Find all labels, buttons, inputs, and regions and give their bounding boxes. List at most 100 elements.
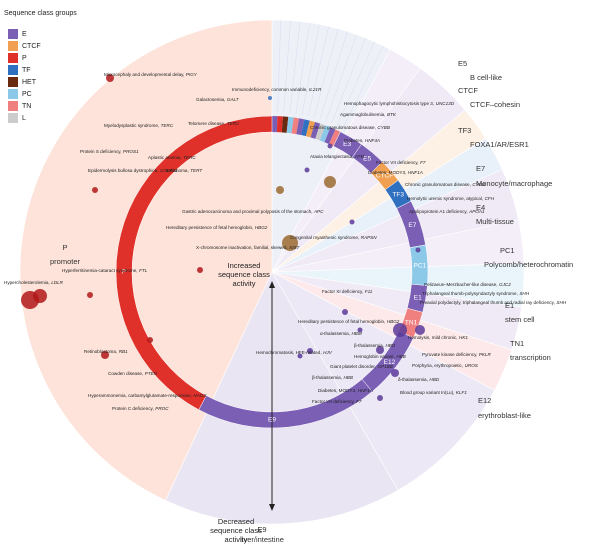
ring-stripe	[272, 116, 278, 133]
gene: HBD	[385, 343, 395, 348]
ring-stripe	[305, 120, 315, 138]
ring-stripe	[319, 125, 331, 143]
ring-stripe	[291, 117, 300, 135]
annotation: Hemochromatosis, HFE-related, HJV	[256, 350, 333, 355]
sector-name: transcription	[510, 353, 551, 362]
labels: E3 E5 CTCF TF3 E7 PC1 E1 TN1 E12 E9 P Sequence clas…	[4, 10, 573, 544]
ring-label: TF3	[392, 191, 404, 198]
annotation: Hemolytic uremic syndrome, atypical, CFH	[407, 196, 495, 201]
variant-dots	[21, 74, 425, 401]
annotation: Pyruvate kinase deficiency, PKLR	[422, 352, 492, 357]
disease: Microcephaly and developmental delay,	[104, 72, 184, 77]
gene: BTK	[387, 112, 397, 117]
legend-title: Sequence class groups	[4, 10, 77, 17]
disease: Triphalangeal thumb-polysyndactyly syndr…	[422, 291, 518, 296]
sector-code: TF3	[458, 126, 471, 135]
legend-swatch	[8, 53, 18, 63]
disease: Protein C deficiency,	[112, 406, 154, 411]
gene: HK1	[459, 335, 468, 340]
legend-label: E	[22, 31, 27, 38]
annotation: Cowden disease, PTEN	[108, 371, 158, 376]
ring-label: PC1	[414, 262, 427, 269]
gene: TERC	[227, 121, 240, 126]
variant-dot	[106, 74, 114, 82]
variant-dot	[276, 186, 284, 194]
sequence-class-ring	[115, 115, 429, 429]
sector-name: liver/intestine	[240, 535, 284, 544]
annotation: Galactosemia, GALT	[196, 97, 240, 102]
disease: δ-thalassemia,	[398, 377, 428, 382]
ring-stripe	[281, 116, 289, 133]
sector-code: E12	[478, 396, 491, 405]
variant-dot	[92, 187, 98, 193]
annotation: Telomere disease, TERC	[188, 121, 240, 126]
sector-divider	[307, 26, 329, 117]
variant-dot	[101, 351, 109, 359]
ring-stripe	[324, 127, 336, 145]
annotation: Diabetes, MODY3, HNF1A	[318, 388, 373, 393]
disease: Hyperammonemia, carbamylglutamate-respon…	[88, 393, 192, 398]
sector-name: FOXA1/AR/ESR1	[470, 140, 529, 149]
annotation: Factor VII deficiency, F7	[312, 399, 362, 404]
disease: Protein S deficiency,	[80, 149, 122, 154]
ring-label: E9	[268, 417, 276, 424]
disease: Hypercholesterolemia,	[4, 280, 50, 285]
variant-dot	[304, 167, 310, 173]
gene: F7	[420, 160, 426, 165]
ring-stripe	[276, 116, 283, 133]
annotation: Melanoma, TERT	[166, 168, 203, 173]
gene: RB1	[119, 349, 128, 354]
variant-dot	[307, 348, 313, 354]
variant-dot	[87, 292, 93, 298]
annotation: Factor XI deficiency, F11	[322, 289, 373, 294]
sector-code: E4	[476, 203, 485, 212]
gene: HNF1A	[408, 170, 423, 175]
gene: TERC	[183, 155, 196, 160]
annotation: Blood group variant In(Lu), KLF1	[400, 390, 467, 395]
annotation: Agammaglobulinemia, BTK	[340, 112, 397, 117]
variant-dot	[357, 327, 363, 333]
disease: Hemophagocytic lymphohistiocytosis type …	[344, 101, 434, 106]
disease: Ataxia telangiectasia,	[310, 154, 353, 159]
disease: Hemolytic uremic syndrome, atypical,	[407, 196, 483, 201]
annotation: β-thalassemia, HBB	[312, 375, 353, 380]
center-label: Decreased sequence class activity	[210, 517, 262, 544]
legend-swatch	[8, 89, 18, 99]
gene: HBG2	[387, 319, 400, 324]
annotation: Microcephaly and developmental delay, PIG…	[104, 72, 198, 77]
annotation: Aplastic anemia, TERC	[148, 155, 196, 160]
sector-divider	[319, 31, 348, 120]
annotation: Porphyria, erythropoietic, UROS	[412, 363, 479, 368]
gene: F7	[356, 399, 362, 404]
variant-dot	[147, 337, 153, 343]
legend-swatch	[8, 113, 18, 123]
ring-stripe	[296, 118, 305, 136]
gene: HBG2	[255, 225, 268, 230]
disease: α-thalassemia,	[320, 331, 350, 336]
disease: Factor VII deficiency,	[312, 399, 355, 404]
gene: SHH	[556, 300, 566, 305]
gene: RAPSN	[361, 235, 378, 240]
gene: SHH	[519, 291, 529, 296]
disease: Blood group variant In(Lu),	[400, 390, 454, 395]
legend-label: CTCF	[22, 43, 41, 50]
annotation: Chronic granulomatous disease, CYBB	[310, 125, 390, 130]
annotation: Apolipoprotein A1 deficiency, APOA1	[409, 209, 485, 214]
gene: HNF1A	[358, 388, 373, 393]
disease: Hereditary persistence of fetal hemoglob…	[166, 225, 253, 230]
annotation: Protein S deficiency, PROS1	[80, 149, 139, 154]
legend-label: HET	[22, 79, 37, 86]
sector-name: Polycomb/heterochromatin	[484, 260, 573, 269]
disease: Hemolysis, mild chronic,	[408, 335, 458, 340]
ring-label: TN1	[405, 319, 418, 326]
disease: Hyperferritinemia-cataract syndrome,	[62, 268, 138, 273]
sector-code: E5	[458, 59, 467, 68]
variant-dot	[197, 267, 203, 273]
ring-label: P	[122, 269, 126, 276]
sector-divider	[277, 20, 282, 113]
gene: GJC2	[499, 282, 511, 287]
gene: TERT	[190, 168, 203, 173]
annotation: Preaxial polydactyly, triphalangeal thum…	[420, 300, 567, 305]
annotation: Ataxia telangiectasia, ATM	[310, 154, 364, 159]
